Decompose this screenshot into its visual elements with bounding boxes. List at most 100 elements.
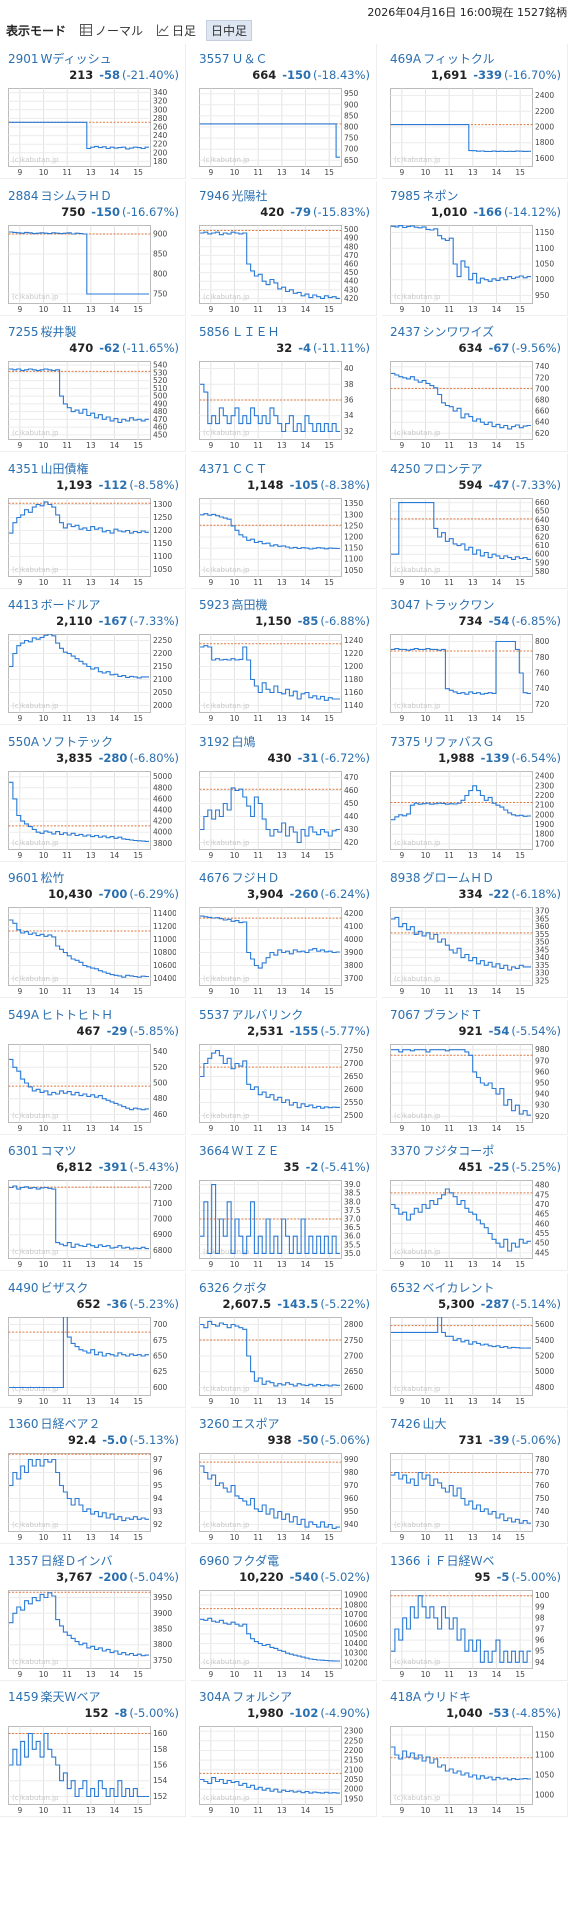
stock-card[interactable]: 5923 高田機 1,150 -85 (-6.88%) 9 10 11 13 14 15 1240 12…: [191, 590, 377, 725]
stock-card[interactable]: 7946 光陽社 420 -79 (-15.83%) 9 10 11 13 14 15 500 490 4…: [191, 180, 377, 316]
stock-name-link[interactable]: 304A フォルシア: [199, 1688, 374, 1705]
stock-name-link[interactable]: 4490 ビザスク: [8, 1279, 183, 1296]
intraday-chart[interactable]: 9 10 11 13 14 15 700 675 650 625 600 (c)kabutan.jp: [8, 1316, 176, 1407]
intraday-chart[interactable]: 9 10 11 13 14 15 97 96 95 94 93 92 (c)kabutan.jp: [8, 1453, 176, 1543]
stock-card[interactable]: 3557 Ｕ＆Ｃ 664 -150 (-18.43%) 9 10 11 13 14 15 950 900…: [191, 44, 377, 179]
stock-card[interactable]: 2884 ヨシムラＨＤ 750 -150 (-16.67%) 9 10 11 13 14 15 900…: [0, 180, 186, 316]
intraday-chart[interactable]: 9 10 11 13 14 15 2250 2200 2150 2100 2050 2000 (c)ka…: [8, 634, 176, 724]
intraday-chart[interactable]: 9 10 11 13 14 15 5000 4800 4600 4400 4200 4000 3800 (…: [8, 770, 176, 861]
stock-name-link[interactable]: 418A ウリドキ: [390, 1688, 565, 1705]
mode-daily-button[interactable]: 日足: [153, 21, 200, 40]
intraday-chart[interactable]: 9 10 11 13 14 15 39.0 38.5 38.0 37.5 37.0 36.5 36.0 3…: [199, 1180, 367, 1270]
stock-name-link[interactable]: 5537 アルバリンク: [199, 1006, 374, 1023]
intraday-chart[interactable]: 9 10 11 13 14 15 980 970 960 950 940 930 920 (c)kabut…: [390, 1043, 558, 1134]
stock-name-link[interactable]: 4413 ボードルア: [8, 596, 183, 613]
stock-card[interactable]: 2901 Wディッシュ 213 -58 (-21.40%) 9 10 11 13 14 15 340 3…: [0, 44, 186, 179]
stock-card[interactable]: 6326 クボタ 2,607.5 -143.5 (-5.22%) 9 10 11 13 14 15 2…: [191, 1272, 377, 1408]
stock-name-link[interactable]: 3664 ＷＩＺＥ: [199, 1142, 374, 1159]
stock-name-link[interactable]: 7946 光陽社: [199, 187, 374, 204]
intraday-chart[interactable]: 9 10 11 13 14 15 1150 1100 1050 1000 950 (c)kabutan…: [390, 224, 558, 315]
stock-card[interactable]: 5537 アルバリンク 2,531 -155 (-5.77%) 9 10 11 13 14 15 27…: [191, 999, 377, 1135]
stock-card[interactable]: 4413 ボードルア 2,110 -167 (-7.33%) 9 10 11 13 14 15 225…: [0, 590, 186, 725]
stock-card[interactable]: 4676 フジＨＤ 3,904 -260 (-6.24%) 9 10 11 13 14 15 4200…: [191, 863, 377, 998]
stock-name-link[interactable]: 549A ヒトトヒトＨ: [8, 1006, 183, 1023]
stock-name-link[interactable]: 7067 ブランドＴ: [390, 1006, 565, 1023]
stock-name-link[interactable]: 3047 トラックワン: [390, 596, 565, 613]
intraday-chart[interactable]: 9 10 11 13 14 15 2400 2300 2200 2100 2000 1900 1800 1…: [390, 770, 558, 861]
intraday-chart[interactable]: 9 10 11 13 14 15 11400 11200 11000 10800 10600 1040…: [8, 907, 176, 997]
intraday-chart[interactable]: 9 10 11 13 14 15 950 900 850 800 750 700 650 (c)kabut…: [199, 88, 367, 178]
intraday-chart[interactable]: 9 10 11 13 14 15 480 475 470 465 460 455 450 445 (c)ka…: [390, 1180, 558, 1270]
stock-name-link[interactable]: 4676 フジＨＤ: [199, 869, 374, 886]
stock-card[interactable]: 1357 日経Ｄインバ 3,767 -200 (-5.04%) 9 10 11 13 14 15 39…: [0, 1545, 186, 1681]
intraday-chart[interactable]: 9 10 11 13 14 15 370 365 360 355 350 345 340 335 330 32…: [390, 907, 558, 997]
stock-name-link[interactable]: 3557 Ｕ＆Ｃ: [199, 50, 374, 67]
stock-name-link[interactable]: 550A ソフトテック: [8, 733, 183, 750]
stock-card[interactable]: 1360 日経ベア２ 92.4 -5.0 (-5.13%) 9 10 11 13 14 15 97 96…: [0, 1409, 186, 1544]
stock-card[interactable]: 1366 ｉＦ日経Ｗベ 95 -5 (-5.00%) 9 10 11 13 14 15 100 99 98…: [382, 1545, 568, 1681]
stock-card[interactable]: 2437 シンワワイズ 634 -67 (-9.56%) 9 10 11 13 14 15 740 72…: [382, 317, 568, 452]
intraday-chart[interactable]: 9 10 11 13 14 15 7200 7100 7000 6900 6800 (c)kabuta…: [8, 1180, 176, 1270]
intraday-chart[interactable]: 9 10 11 13 14 15 740 720 700 680 660 640 620 (c)kabut…: [390, 361, 558, 451]
intraday-chart[interactable]: 9 10 11 13 14 15 1350 1300 1250 1200 1150 1100 1050 (…: [199, 497, 367, 588]
stock-name-link[interactable]: 2437 シンワワイズ: [390, 323, 565, 340]
stock-card[interactable]: 4371 ＣＣＴ 1,148 -105 (-8.38%) 9 10 11 13 14 15 1350 1…: [191, 453, 377, 589]
stock-name-link[interactable]: 1459 楽天Ｗベア: [8, 1688, 183, 1705]
stock-card[interactable]: 7426 山大 731 -39 (-5.06%) 9 10 11 13 14 15 780 770 760…: [382, 1409, 568, 1544]
stock-card[interactable]: 6960 フクダ電 10,220 -540 (-5.02%) 9 10 11 13 14 15 109…: [191, 1545, 377, 1681]
stock-name-link[interactable]: 6301 コマツ: [8, 1142, 183, 1159]
stock-name-link[interactable]: 5923 高田機: [199, 596, 374, 613]
stock-name-link[interactable]: 1357 日経Ｄインバ: [8, 1552, 183, 1569]
stock-card[interactable]: 9601 松竹 10,430 -700 (-6.29%) 9 10 11 13 14 15 11400…: [0, 863, 186, 998]
stock-name-link[interactable]: 3192 白鳩: [199, 733, 374, 750]
mode-intraday-button[interactable]: 日中足: [206, 19, 253, 41]
intraday-chart[interactable]: 9 10 11 13 14 15 540 530 520 510 500 490 480 470 460 45…: [8, 361, 176, 451]
stock-card[interactable]: 5856 ＬＩＥＨ 32 -4 (-11.11%) 9 10 11 13 14 15 40 38 36 34…: [191, 317, 377, 452]
intraday-chart[interactable]: 9 10 11 13 14 15 100 99 98 97 96 95 94 (c)kabutan.jp: [390, 1589, 558, 1680]
intraday-chart[interactable]: 9 10 11 13 14 15 2400 2200 2000 1800 1600 (c)kabuta…: [390, 88, 558, 178]
stock-name-link[interactable]: 6532 ベイカレント: [390, 1279, 565, 1296]
stock-name-link[interactable]: 8938 グロームＨＤ: [390, 869, 565, 886]
stock-name-link[interactable]: 1360 日経ベア２: [8, 1415, 183, 1432]
intraday-chart[interactable]: 9 10 11 13 14 15 2800 2750 2700 2650 2600 (c)kabuta…: [199, 1316, 367, 1407]
stock-card[interactable]: 549A ヒトトヒトＨ 467 -29 (-5.85%) 9 10 11 13 14 15 540 52…: [0, 999, 186, 1135]
stock-name-link[interactable]: 469A フィットクル: [390, 50, 565, 67]
intraday-chart[interactable]: 9 10 11 13 14 15 500 490 480 470 460 450 440 430 420 (c…: [199, 224, 367, 315]
stock-card[interactable]: 3370 フジタコーポ 451 -25 (-5.25%) 9 10 11 13 14 15 480 47…: [382, 1136, 568, 1271]
intraday-chart[interactable]: 9 10 11 13 14 15 2750 2700 2650 2600 2550 2500 (c)ka…: [199, 1043, 367, 1134]
stock-name-link[interactable]: 4351 山田債権: [8, 460, 183, 477]
intraday-chart[interactable]: 9 10 11 13 14 15 4200 4100 4000 3900 3800 3700 (c)ka…: [199, 907, 367, 997]
stock-card[interactable]: 550A ソフトテック 3,835 -280 (-6.80%) 9 10 11 13 14 15 50…: [0, 726, 186, 862]
stock-card[interactable]: 7375 リファバスＧ 1,988 -139 (-6.54%) 9 10 11 13 14 15 24…: [382, 726, 568, 862]
intraday-chart[interactable]: 9 10 11 13 14 15 540 520 500 480 460 (c)kabutan.jp: [8, 1043, 176, 1134]
stock-card[interactable]: 7255 桜井製 470 -62 (-11.65%) 9 10 11 13 14 15 540 530 5…: [0, 317, 186, 452]
intraday-chart[interactable]: 9 10 11 13 14 15 1240 1220 1200 1180 1160 1140 (c)ka…: [199, 634, 367, 724]
stock-name-link[interactable]: 4250 フロンテア: [390, 460, 565, 477]
stock-card[interactable]: 469A フィットクル 1,691 -339 (-16.70%) 9 10 11 13 14 15 2…: [382, 44, 568, 179]
stock-card[interactable]: 4250 フロンテア 594 -47 (-7.33%) 9 10 11 13 14 15 660 650…: [382, 453, 568, 589]
stock-card[interactable]: 6532 ベイカレント 5,300 -287 (-5.14%) 9 10 11 13 14 15 56…: [382, 1272, 568, 1408]
stock-card[interactable]: 418A ウリドキ 1,040 -53 (-4.85%) 9 10 11 13 14 15 1150 1…: [382, 1682, 568, 1817]
stock-card[interactable]: 4351 山田債権 1,193 -112 (-8.58%) 9 10 11 13 14 15 1300…: [0, 453, 186, 589]
stock-card[interactable]: 3192 白鳩 430 -31 (-6.72%) 9 10 11 13 14 15 470 460 450…: [191, 726, 377, 862]
intraday-chart[interactable]: 9 10 11 13 14 15 800 780 760 740 720 (c)kabutan.jp: [390, 634, 558, 724]
intraday-chart[interactable]: 9 10 11 13 14 15 340 320 300 280 260 240 220 200 180 (c…: [8, 88, 176, 178]
stock-name-link[interactable]: 7375 リファバスＧ: [390, 733, 565, 750]
intraday-chart[interactable]: 9 10 11 13 14 15 660 650 640 630 620 610 600 590 580 (c…: [390, 497, 558, 588]
stock-card[interactable]: 7067 ブランドＴ 921 -54 (-5.54%) 9 10 11 13 14 15 980 970…: [382, 999, 568, 1135]
stock-name-link[interactable]: 6960 フクダ電: [199, 1552, 374, 1569]
intraday-chart[interactable]: 9 10 11 13 14 15 160 158 156 154 152 (c)kabutan.jp: [8, 1726, 176, 1816]
intraday-chart[interactable]: 9 10 11 13 14 15 1300 1250 1200 1150 1100 1050 (c)ka…: [8, 497, 176, 588]
stock-name-link[interactable]: 7426 山大: [390, 1415, 565, 1432]
stock-card[interactable]: 6301 コマツ 6,812 -391 (-5.43%) 9 10 11 13 14 15 7200 7…: [0, 1136, 186, 1271]
stock-name-link[interactable]: 4371 ＣＣＴ: [199, 460, 374, 477]
stock-card[interactable]: 304A フォルシア 1,980 -102 (-4.90%) 9 10 11 13 14 15 230…: [191, 1682, 377, 1817]
stock-card[interactable]: 3047 トラックワン 734 -54 (-6.85%) 9 10 11 13 14 15 800 78…: [382, 590, 568, 725]
stock-name-link[interactable]: 3370 フジタコーポ: [390, 1142, 565, 1159]
stock-name-link[interactable]: 2884 ヨシムラＨＤ: [8, 187, 183, 204]
intraday-chart[interactable]: 9 10 11 13 14 15 40 38 36 34 32 (c)kabutan.jp: [199, 361, 367, 451]
intraday-chart[interactable]: 9 10 11 13 14 15 900 850 800 750 (c)kabutan.jp: [8, 224, 176, 315]
stock-name-link[interactable]: 1366 ｉＦ日経Ｗベ: [390, 1552, 565, 1569]
mode-normal-button[interactable]: ノーマル: [76, 21, 147, 40]
stock-name-link[interactable]: 6326 クボタ: [199, 1279, 374, 1296]
